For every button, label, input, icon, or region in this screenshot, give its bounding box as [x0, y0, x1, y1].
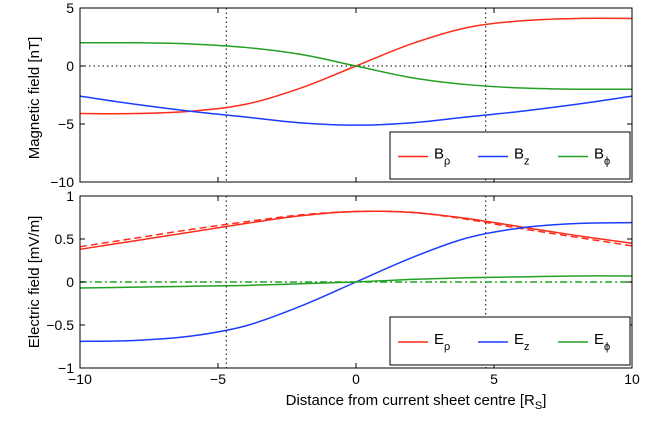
y-tick-label: 1 — [66, 188, 74, 204]
xlabel: Distance from current sheet centre [RS] — [286, 392, 547, 412]
legend-label: Eϕ — [594, 331, 610, 353]
y-tick-label: 0 — [66, 274, 74, 290]
legend-label: Eρ — [434, 331, 450, 353]
x-tick-label: −10 — [68, 371, 92, 387]
legend: Bρ Bz Bϕ — [389, 131, 631, 180]
xlabel-close: ] — [542, 392, 546, 409]
y-tick-label: 5 — [66, 0, 74, 16]
y-tick-label: −0.5 — [46, 317, 74, 333]
xlabel-main: Distance from current sheet centre [R — [286, 392, 535, 409]
x-tick-label: −5 — [210, 371, 226, 387]
x-tick-label: 0 — [352, 371, 360, 387]
series-line-Bz — [79, 95, 633, 126]
legend: Eρ Ez Eϕ — [389, 316, 631, 366]
series-line-Eρ-dashed — [79, 210, 633, 248]
legend-label: Bz — [514, 146, 530, 168]
electric-field-panel: −10 −5 0 5 10 −1 −0.5 0 0.5 1 Eρ Ez Eϕ — [46, 188, 640, 387]
legend-label: Ez — [514, 331, 530, 353]
legend-box — [389, 316, 631, 366]
y-tick-label: −5 — [58, 116, 74, 132]
x-tick-label: 10 — [624, 371, 640, 387]
y-tick-label: 0 — [66, 58, 74, 74]
magnetic-field-panel: −10 −5 0 5 Bρ Bz Bϕ — [50, 0, 633, 190]
series-line-Bϕ — [79, 41, 633, 91]
legend-label: Bρ — [434, 146, 450, 168]
bottom-ylabel: Electric field [mV/m] — [26, 216, 43, 349]
x-tick-label: 5 — [490, 371, 498, 387]
y-tick-label: −10 — [50, 174, 74, 190]
y-tick-label: −1 — [58, 360, 74, 376]
y-tick-label: 0.5 — [55, 231, 75, 247]
xlabel-sub: S — [535, 400, 542, 412]
legend-label: Bϕ — [594, 146, 610, 168]
top-ylabel: Magnetic field [nT] — [26, 37, 43, 160]
legend-box — [389, 131, 631, 180]
